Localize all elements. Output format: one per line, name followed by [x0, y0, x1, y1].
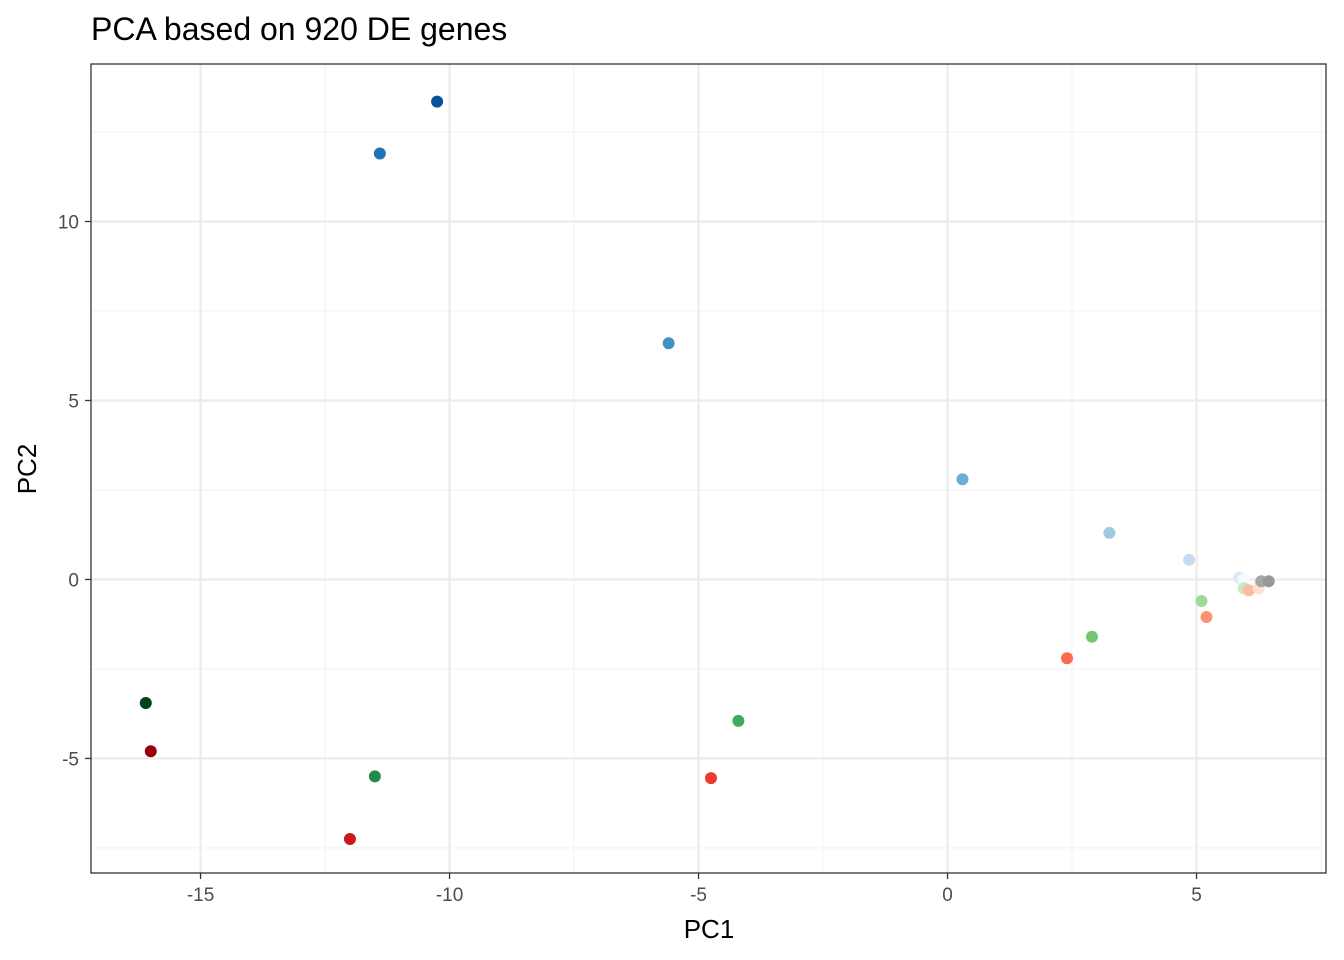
x-tick-label: -10: [436, 885, 463, 906]
data-point: [1237, 573, 1250, 586]
data-point: [704, 772, 717, 785]
panel-border: [90, 63, 1327, 874]
chart-title: PCA based on 920 DE genes: [91, 11, 507, 47]
data-point: [368, 770, 381, 783]
x-tick-label: 5: [1191, 885, 1202, 906]
x-axis: -15 -10 -5 0 5: [187, 873, 1202, 906]
data-point: [343, 832, 356, 845]
data-point: [1103, 526, 1116, 539]
data-point: [662, 337, 675, 350]
x-tick-label: -5: [690, 885, 707, 906]
data-point: [373, 147, 386, 160]
data-point: [956, 473, 969, 486]
y-tick-label: 10: [58, 213, 79, 234]
y-tick-label: -5: [62, 749, 79, 770]
data-point: [1195, 594, 1208, 607]
data-point: [1183, 553, 1196, 566]
grid-minor: [91, 64, 1326, 873]
grid-major: [91, 64, 1326, 873]
x-axis-title: PC1: [684, 914, 735, 944]
y-tick-label: 5: [68, 391, 79, 412]
data-point: [732, 714, 745, 727]
y-tick-label: 0: [68, 570, 79, 591]
data-point: [1242, 584, 1255, 597]
data-point: [1085, 630, 1098, 643]
data-point: [139, 696, 152, 709]
x-tick-label: -15: [187, 885, 214, 906]
x-tick-label: 0: [942, 885, 953, 906]
data-point: [1061, 652, 1074, 665]
data-point: [1262, 575, 1275, 588]
data-point: [144, 745, 157, 758]
data-point: [1200, 611, 1213, 624]
y-axis-title: PC2: [12, 444, 42, 495]
data-points: [139, 95, 1275, 845]
y-axis: -5 0 5 10: [58, 213, 91, 770]
data-point: [431, 95, 444, 108]
